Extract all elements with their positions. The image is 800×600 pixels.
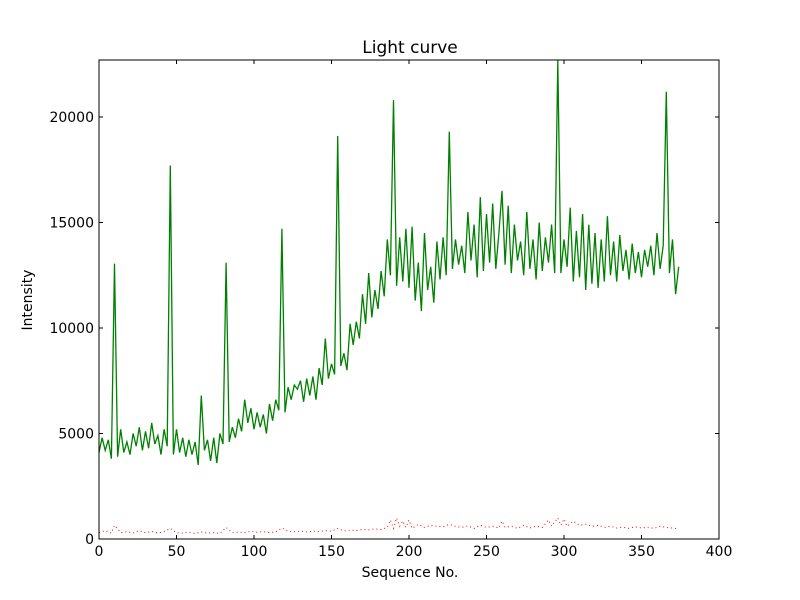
x-tick-label: 300 [551, 544, 578, 560]
x-tick-label: 50 [168, 544, 186, 560]
plot-frame [98, 59, 720, 540]
x-tick-label: 200 [396, 544, 423, 560]
x-axis: 0 50 100 150 200 250 300 350 400 [95, 60, 733, 560]
y-tick-label: 5000 [58, 426, 94, 442]
chart-title: Light curve [362, 38, 457, 58]
x-tick-label: 150 [318, 544, 345, 560]
x-tick-label: 400 [706, 544, 733, 560]
y-tick-label: 20000 [49, 110, 94, 126]
x-tick-label: 250 [473, 544, 500, 560]
x-tick-label: 350 [628, 544, 655, 560]
plot-area [98, 59, 680, 535]
x-axis-label: Sequence No. [362, 565, 459, 581]
y-tick-label: 0 [85, 532, 94, 548]
series-line-0 [98, 59, 680, 466]
x-tick-label: 0 [95, 544, 104, 560]
y-axis-label: Intensity [20, 270, 36, 331]
series-line-1 [98, 516, 679, 535]
y-tick-label: 15000 [49, 215, 94, 231]
y-axis: 0 5000 10000 15000 20000 [49, 110, 719, 548]
y-tick-label: 10000 [49, 321, 94, 337]
x-tick-label: 100 [241, 544, 268, 560]
